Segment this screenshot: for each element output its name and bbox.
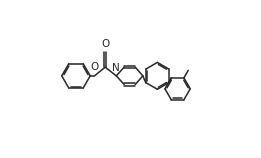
Text: N: N [112, 63, 119, 73]
Text: O: O [90, 62, 99, 72]
Text: O: O [101, 39, 109, 49]
